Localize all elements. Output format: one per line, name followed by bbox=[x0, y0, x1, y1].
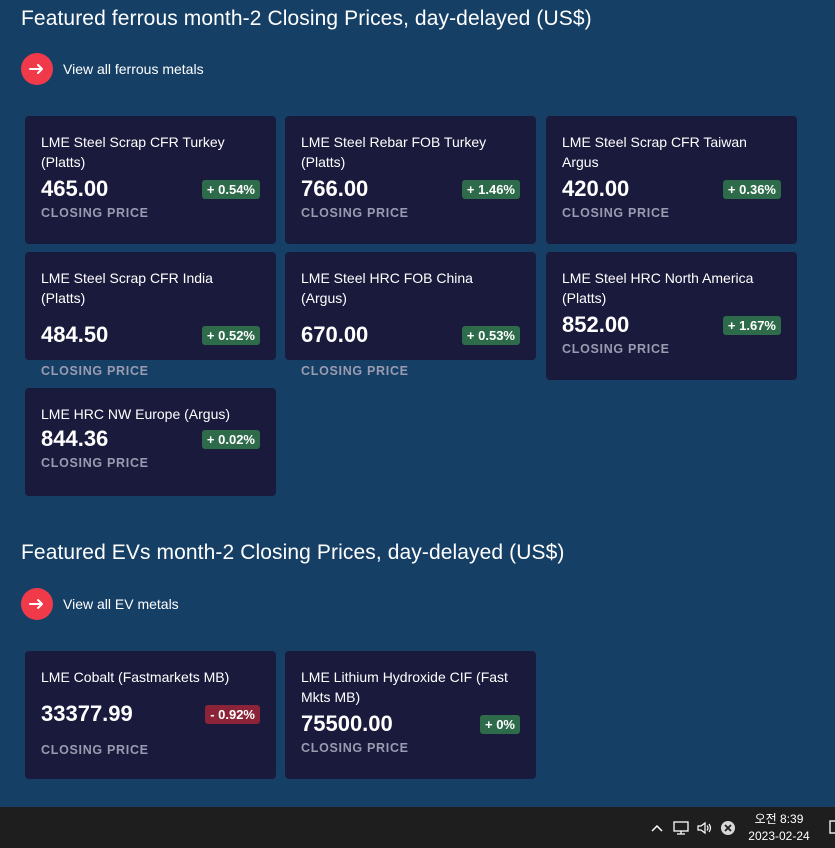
card-caption: CLOSING PRICE bbox=[41, 206, 149, 220]
change-badge: - 0.92% bbox=[205, 704, 260, 724]
price-card[interactable]: LME HRC NW Europe (Argus) 844.36 + 0.02% … bbox=[25, 388, 276, 496]
card-name: LME Steel Rebar FOB Turkey (Platts) bbox=[301, 134, 487, 170]
card-name: LME Steel HRC North America (Platts) bbox=[562, 270, 754, 306]
arrow-right-icon[interactable] bbox=[21, 53, 53, 85]
change-badge: + 1.46% bbox=[461, 179, 520, 199]
card-name: LME Steel Scrap CFR Taiwan Argus bbox=[562, 134, 747, 170]
change-badge: + 0.52% bbox=[201, 325, 260, 345]
view-all-ev-label[interactable]: View all EV metals bbox=[63, 596, 179, 612]
change-badge: + 1.67% bbox=[722, 315, 781, 335]
card-price: 420.00 bbox=[562, 176, 630, 201]
change-badge: + 0.54% bbox=[201, 179, 260, 199]
card-caption: CLOSING PRICE bbox=[301, 364, 409, 378]
card-caption: CLOSING PRICE bbox=[41, 364, 149, 378]
card-price: 484.50 bbox=[41, 322, 109, 347]
card-price: 844.36 bbox=[41, 426, 109, 451]
change-badge: + 0.53% bbox=[461, 325, 520, 345]
price-card[interactable]: LME Steel Scrap CFR Turkey (Platts) 465.… bbox=[25, 116, 276, 244]
price-card[interactable]: LME Steel HRC North America (Platts) 852… bbox=[546, 252, 797, 380]
system-clock[interactable]: 오전 8:39 2023-02-24 bbox=[738, 811, 820, 845]
card-caption: CLOSING PRICE bbox=[562, 342, 670, 356]
chevron-up-icon[interactable] bbox=[650, 807, 664, 848]
card-price: 670.00 bbox=[301, 322, 369, 347]
arrow-right-icon[interactable] bbox=[21, 588, 53, 620]
card-name: LME Steel Scrap CFR Turkey (Platts) bbox=[41, 134, 225, 170]
card-caption: CLOSING PRICE bbox=[301, 206, 409, 220]
card-name: LME HRC NW Europe (Argus) bbox=[41, 406, 231, 422]
price-card[interactable]: LME Steel Rebar FOB Turkey (Platts) 766.… bbox=[285, 116, 536, 244]
taskbar: 오전 8:39 2023-02-24 bbox=[0, 807, 835, 848]
card-price: 75500.00 bbox=[301, 711, 393, 736]
ferrous-section-title: Featured ferrous month-2 Closing Prices,… bbox=[21, 7, 592, 30]
price-card[interactable]: LME Lithium Hydroxide CIF (Fast Mkts MB)… bbox=[285, 651, 536, 779]
view-all-ferrous-label[interactable]: View all ferrous metals bbox=[63, 61, 204, 77]
card-name: LME Steel Scrap CFR India (Platts) bbox=[41, 270, 213, 306]
change-badge: + 0% bbox=[480, 714, 520, 734]
notification-icon[interactable] bbox=[829, 807, 835, 848]
card-caption: CLOSING PRICE bbox=[41, 743, 149, 757]
card-caption: CLOSING PRICE bbox=[41, 456, 149, 470]
close-circle-icon[interactable] bbox=[720, 807, 736, 848]
evs-section-title: Featured EVs month-2 Closing Prices, day… bbox=[21, 541, 565, 564]
change-badge: + 0.36% bbox=[722, 179, 781, 199]
card-name: LME Lithium Hydroxide CIF (Fast Mkts MB) bbox=[301, 669, 508, 705]
price-card[interactable]: LME Steel Scrap CFR Taiwan Argus 420.00 +… bbox=[546, 116, 797, 244]
card-caption: CLOSING PRICE bbox=[562, 206, 670, 220]
clock-date: 2023-02-24 bbox=[748, 829, 810, 843]
card-price: 852.00 bbox=[562, 312, 630, 337]
price-card[interactable]: LME Cobalt (Fastmarkets MB) 33377.99 - 0.… bbox=[25, 651, 276, 779]
card-price: 465.00 bbox=[41, 176, 109, 201]
card-price: 766.00 bbox=[301, 176, 369, 201]
view-all-ferrous-link[interactable]: View all ferrous metals bbox=[21, 53, 204, 85]
card-price: 33377.99 bbox=[41, 701, 133, 726]
card-caption: CLOSING PRICE bbox=[301, 741, 409, 755]
clock-time: 오전 8:39 bbox=[754, 812, 804, 826]
change-badge: + 0.02% bbox=[201, 429, 260, 449]
volume-icon[interactable] bbox=[696, 807, 714, 848]
price-card[interactable]: LME Steel HRC FOB China (Argus) 670.00 + … bbox=[285, 252, 536, 378]
price-card[interactable]: LME Steel Scrap CFR India (Platts) 484.5… bbox=[25, 252, 276, 378]
view-all-ev-link[interactable]: View all EV metals bbox=[21, 588, 179, 620]
card-name: LME Steel HRC FOB China (Argus) bbox=[301, 270, 473, 306]
network-icon[interactable] bbox=[672, 807, 690, 848]
card-name: LME Cobalt (Fastmarkets MB) bbox=[41, 669, 230, 685]
